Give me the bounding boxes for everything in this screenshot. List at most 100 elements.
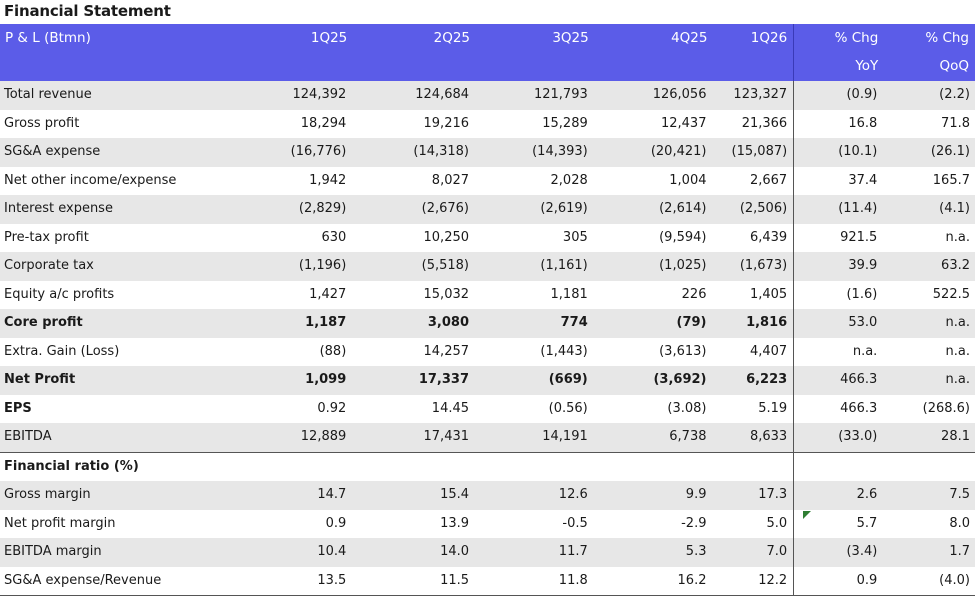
yoy-change-cell[interactable]: 921.5 (793, 223, 885, 252)
quarter-value-cell[interactable]: 5.19 (758, 400, 788, 416)
quarter-value-cell[interactable]: 1,187 (265, 309, 358, 338)
quarter-value-cell[interactable]: (14,318) (357, 138, 477, 167)
yoy-change-cell[interactable]: (33.0) (793, 423, 885, 452)
empty-cell[interactable] (884, 451, 975, 481)
quarter-value-cell[interactable]: 19,216 (423, 115, 470, 131)
quarter-value-cell[interactable]: (2,619) (476, 195, 595, 224)
yoy-change-cell[interactable]: 466.3 (793, 394, 885, 423)
qoq-change-cell[interactable]: 165.7 (932, 172, 970, 188)
row-label[interactable]: Total revenue (0, 81, 266, 110)
quarter-value-cell[interactable]: (79) (594, 309, 714, 338)
row-label[interactable]: Extra. Gain (Loss) (4, 343, 120, 359)
quarter-value-cell[interactable]: 18,294 (300, 115, 347, 131)
quarter-value-cell[interactable]: 5.0 (766, 515, 788, 531)
quarter-value-cell[interactable]: 126,056 (594, 81, 714, 110)
quarter-value-cell[interactable]: (3,692) (594, 366, 714, 395)
quarter-value-cell[interactable]: (14,393) (476, 138, 595, 167)
quarter-value-cell[interactable]: (16,776) (265, 138, 358, 167)
quarter-value-cell[interactable]: 226 (681, 286, 707, 302)
row-label[interactable]: SG&A expense/Revenue (0, 566, 266, 596)
yoy-change-cell[interactable]: 53.0 (793, 309, 885, 338)
quarter-value-cell[interactable]: -2.9 (681, 515, 707, 531)
quarter-value-cell[interactable]: (1,673) (713, 252, 794, 281)
quarter-value-cell[interactable]: 11.7 (476, 538, 595, 567)
quarter-value-cell[interactable]: 123,327 (713, 81, 794, 110)
qoq-change-cell[interactable]: (2.2) (884, 81, 975, 110)
row-label[interactable]: Equity a/c profits (4, 286, 115, 302)
quarter-value-cell[interactable]: 12,437 (660, 115, 707, 131)
quarter-value-cell[interactable]: (669) (476, 366, 595, 395)
row-label[interactable]: Gross margin (0, 481, 266, 510)
quarter-value-cell[interactable]: 4,407 (749, 343, 788, 359)
quarter-value-cell[interactable]: 2,667 (749, 172, 788, 188)
row-label[interactable]: Corporate tax (0, 252, 266, 281)
quarter-value-cell[interactable]: (2,614) (594, 195, 714, 224)
quarter-value-cell[interactable]: 17.3 (713, 481, 794, 510)
quarter-value-cell[interactable]: 1,942 (309, 172, 347, 188)
yoy-change-cell[interactable]: 2.6 (793, 481, 885, 510)
quarter-value-cell[interactable]: (1,196) (265, 252, 358, 281)
quarter-value-cell[interactable]: 8,633 (713, 423, 794, 452)
row-label[interactable]: SG&A expense (0, 138, 266, 167)
quarter-value-cell[interactable]: 5.3 (594, 538, 714, 567)
quarter-value-cell[interactable]: 16.2 (594, 566, 714, 596)
header-quarter-2[interactable]: 2Q25 (357, 24, 477, 81)
empty-cell[interactable] (357, 451, 477, 481)
quarter-value-cell[interactable]: 124,684 (357, 81, 477, 110)
qoq-change-cell[interactable]: 71.8 (941, 115, 970, 131)
quarter-value-cell[interactable]: 121,793 (476, 81, 595, 110)
header-quarter-1[interactable]: 1Q25 (265, 24, 358, 81)
quarter-value-cell[interactable]: 14,191 (476, 423, 595, 452)
yoy-change-cell[interactable]: 37.4 (793, 166, 885, 195)
row-label[interactable]: EBITDA margin (0, 538, 266, 567)
header-label-cell[interactable]: P & L (Btmn) (0, 24, 266, 81)
quarter-value-cell[interactable]: 15,289 (542, 115, 588, 131)
yoy-change-cell[interactable]: (0.9) (793, 81, 885, 110)
quarter-value-cell[interactable]: 15.4 (357, 481, 477, 510)
yoy-change-cell[interactable]: (11.4) (793, 195, 885, 224)
quarter-value-cell[interactable]: (1,161) (476, 252, 595, 281)
quarter-value-cell[interactable]: (88) (319, 343, 347, 359)
quarter-value-cell[interactable]: 13.5 (265, 566, 358, 596)
quarter-value-cell[interactable]: (0.56) (548, 400, 588, 416)
yoy-change-cell[interactable]: n.a. (793, 337, 885, 366)
cell-comment-marker[interactable] (803, 511, 811, 519)
quarter-value-cell[interactable]: 1,405 (749, 286, 788, 302)
quarter-value-cell[interactable]: 0.9 (325, 515, 347, 531)
empty-cell[interactable] (713, 451, 794, 481)
row-label[interactable]: Gross profit (4, 115, 80, 131)
quarter-value-cell[interactable]: 7.0 (713, 538, 794, 567)
qoq-change-cell[interactable]: (4.1) (884, 195, 975, 224)
quarter-value-cell[interactable]: 12.6 (476, 481, 595, 510)
quarter-value-cell[interactable]: 630 (321, 229, 347, 245)
quarter-value-cell[interactable]: (9,594) (659, 229, 707, 245)
quarter-value-cell[interactable]: (3.08) (667, 400, 707, 416)
quarter-value-cell[interactable]: (3,613) (659, 343, 707, 359)
quarter-value-cell[interactable]: (15,087) (713, 138, 794, 167)
quarter-value-cell[interactable]: 6,223 (713, 366, 794, 395)
quarter-value-cell[interactable]: 3,080 (357, 309, 477, 338)
yoy-change-cell[interactable]: 466.3 (793, 366, 885, 395)
quarter-value-cell[interactable]: 9.9 (594, 481, 714, 510)
qoq-change-cell[interactable]: n.a. (945, 343, 970, 359)
quarter-value-cell[interactable]: 14.45 (431, 400, 470, 416)
yoy-change-cell[interactable]: 16.8 (793, 109, 885, 138)
quarter-value-cell[interactable]: (1,025) (594, 252, 714, 281)
quarter-value-cell[interactable]: 11.5 (357, 566, 477, 596)
quarter-value-cell[interactable]: 13.9 (440, 515, 470, 531)
empty-cell[interactable] (594, 451, 714, 481)
header-chg-qoq[interactable]: % Chg QoQ (884, 24, 975, 81)
header-quarter-4[interactable]: 4Q25 (594, 24, 714, 81)
qoq-change-cell[interactable]: 1.7 (884, 538, 975, 567)
quarter-value-cell[interactable]: (20,421) (594, 138, 714, 167)
qoq-change-cell[interactable]: (268.6) (922, 400, 970, 416)
quarter-value-cell[interactable]: (1,443) (540, 343, 588, 359)
yoy-change-cell[interactable]: 0.9 (793, 566, 885, 596)
quarter-value-cell[interactable]: 14.7 (265, 481, 358, 510)
qoq-change-cell[interactable]: (4.0) (884, 566, 975, 596)
quarter-value-cell[interactable]: 1,004 (669, 172, 707, 188)
quarter-value-cell[interactable]: 774 (476, 309, 595, 338)
qoq-change-cell[interactable]: n.a. (884, 309, 975, 338)
header-chg-yoy[interactable]: % Chg YoY (793, 24, 885, 81)
quarter-value-cell[interactable]: 8,027 (431, 172, 470, 188)
